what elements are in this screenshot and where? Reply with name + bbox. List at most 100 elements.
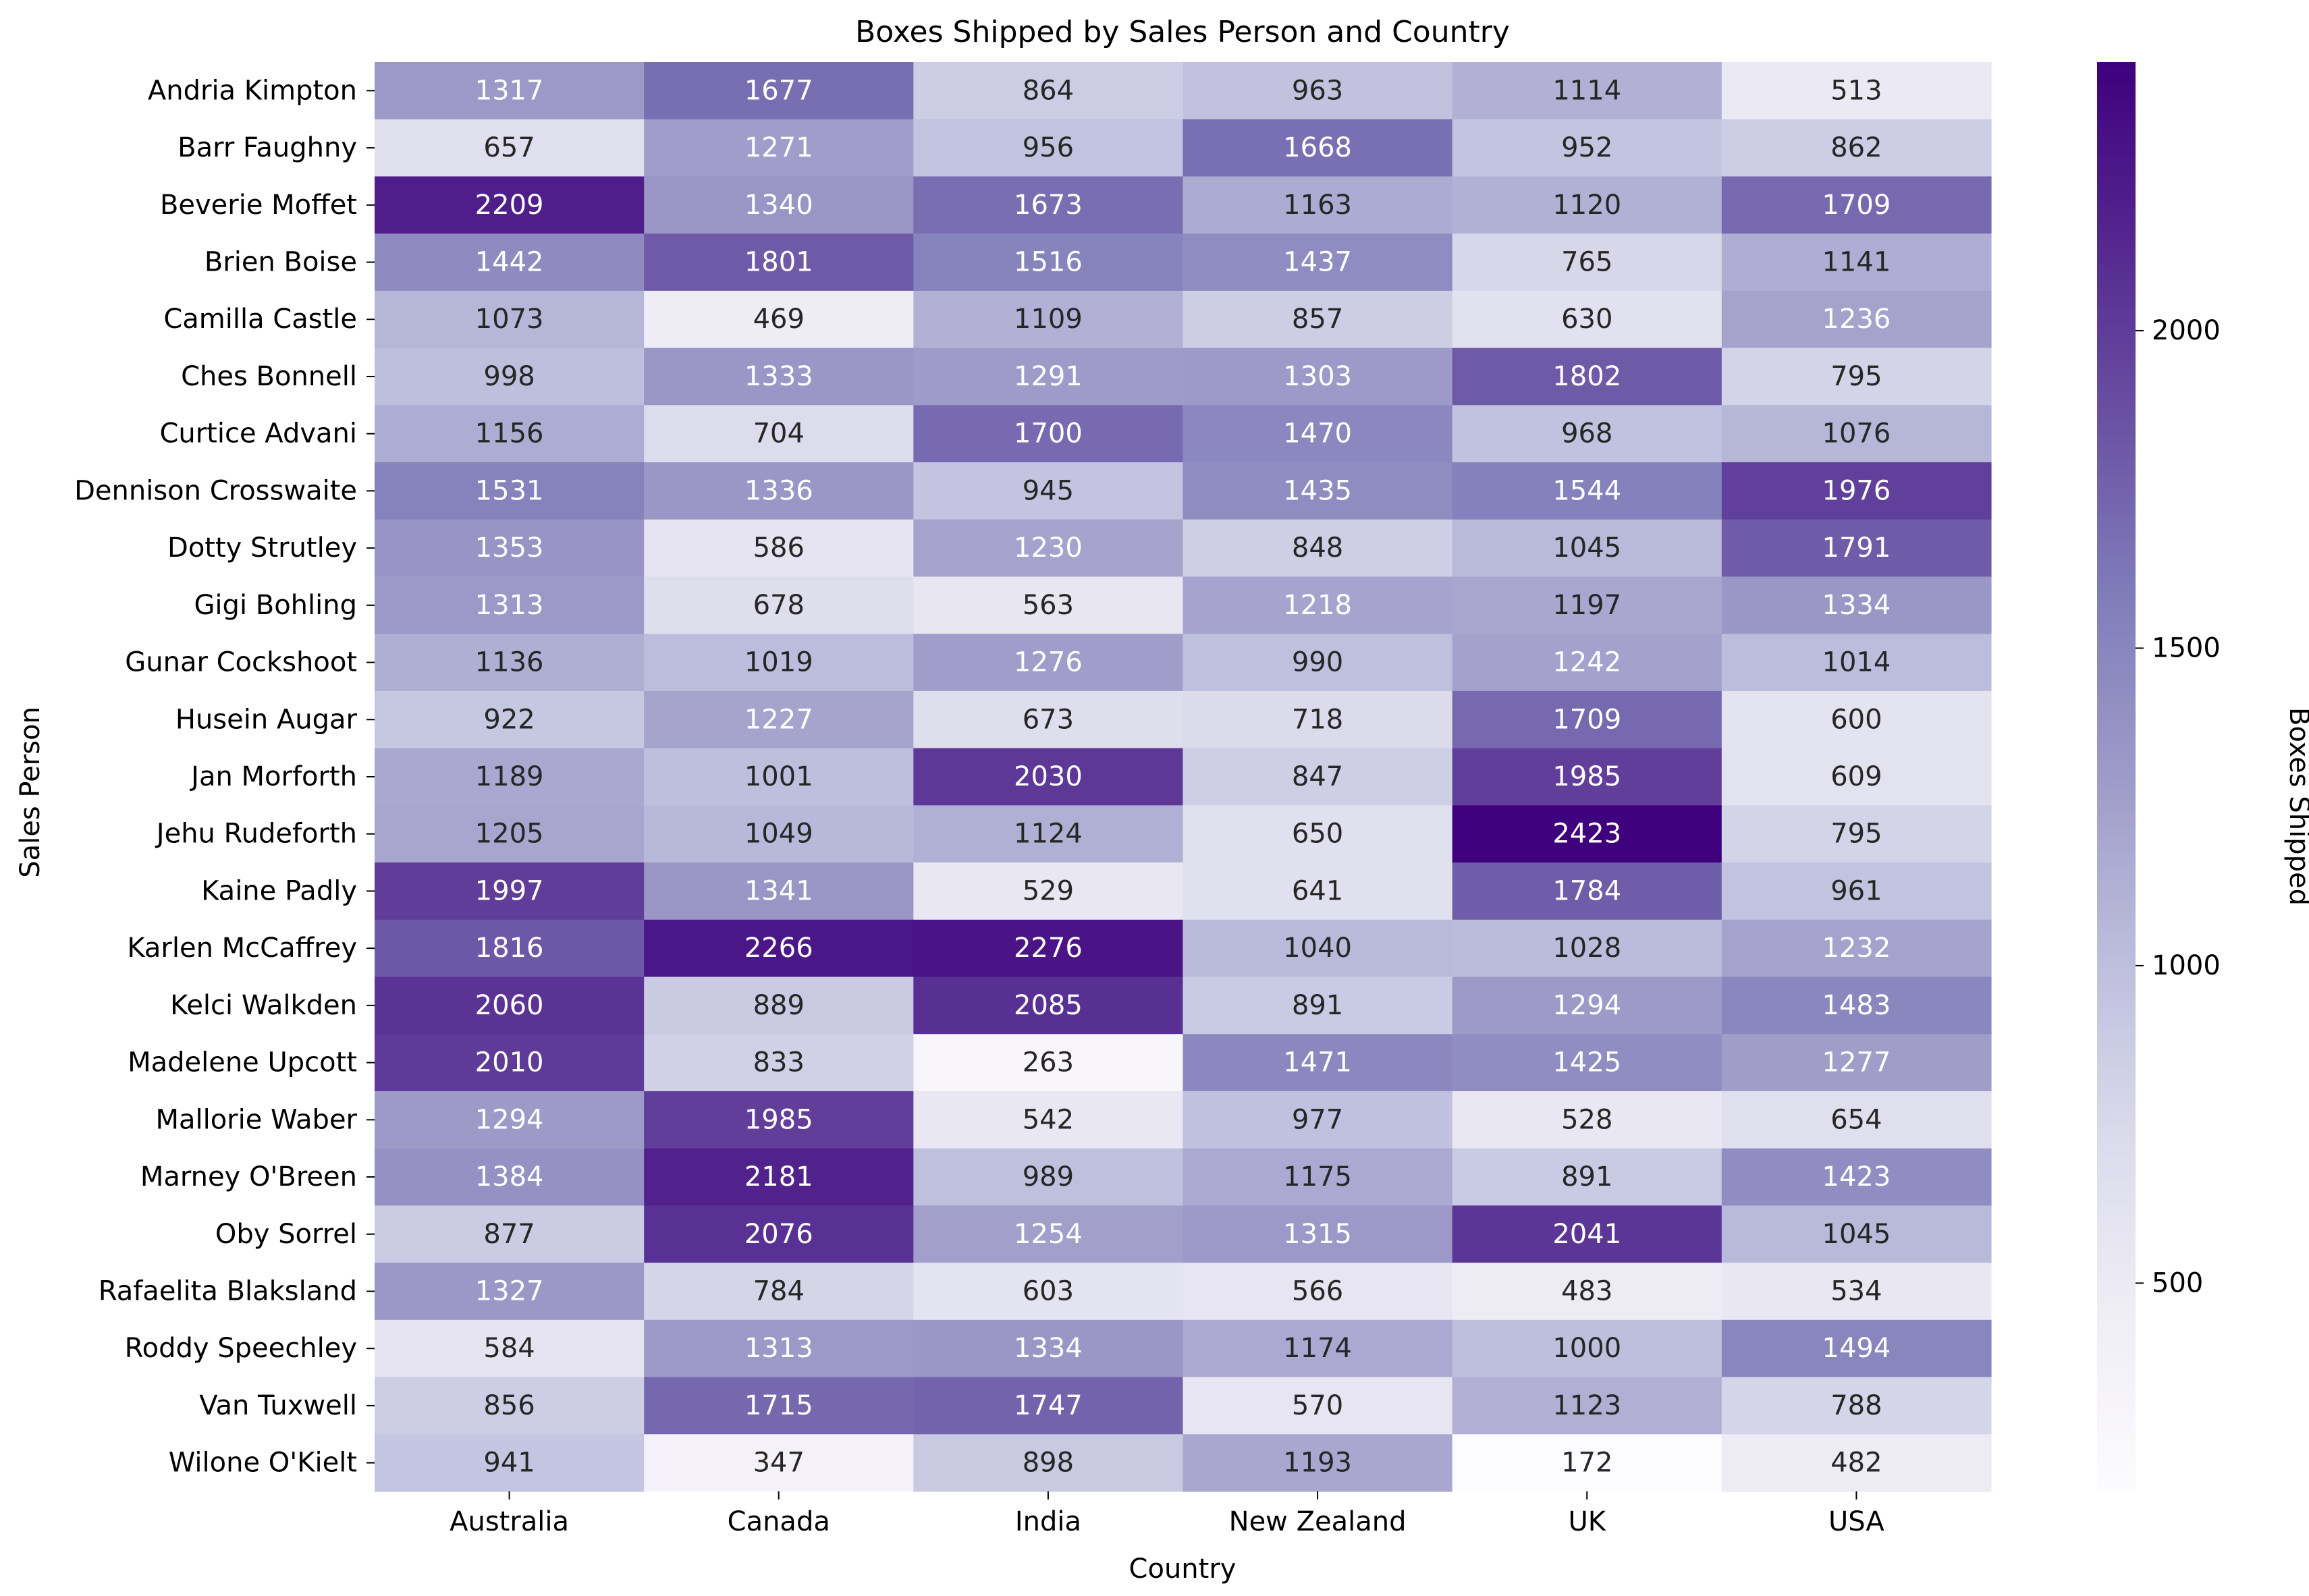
x-tick-label: Canada [728,1506,830,1537]
x-axis-ticks: Australia Canada India New Zealand UK USA [450,1491,1884,1537]
heatmap-cell [644,462,914,520]
cell-value-label: 1120 [1552,190,1621,221]
y-tick-label: Andria Kimpton [148,75,357,106]
y-tick-label: Karlen McCaffrey [127,933,357,964]
cell-value-label: 922 [483,704,535,735]
cell-value-label: 1175 [1283,1161,1352,1192]
cell-value-label: 600 [1830,704,1882,735]
cell-value-label: 1801 [744,247,813,278]
cell-value-label: 1327 [475,1275,544,1306]
heatmap-cell [1183,519,1453,578]
cell-value-label: 704 [753,418,805,449]
heatmap-cell [1183,748,1453,806]
heatmap-cell [644,119,914,177]
cell-value-label: 2010 [475,1047,544,1078]
heatmap-cell [1452,576,1722,634]
heatmap-cell [644,176,914,234]
cell-value-label: 566 [1292,1275,1343,1306]
heatmap-cell [1452,176,1722,234]
cell-value-label: 1471 [1283,1047,1352,1078]
heatmap-cell [1452,919,1722,978]
heatmap-cell [1452,348,1722,406]
cell-value-label: 1045 [1552,532,1621,563]
cell-value-label: 1124 [1014,819,1083,850]
y-tick-label: Kaine Padly [201,875,357,906]
cell-value-label: 1123 [1552,1390,1621,1421]
cell-value-label: 1141 [1822,247,1891,278]
heatmap-cell [1721,919,1992,978]
heatmap-cell [913,1434,1184,1492]
heatmap-cell [1721,748,1992,806]
heatmap-cell [375,805,645,863]
cell-value-label: 877 [483,1219,535,1250]
cell-value-label: 848 [1292,532,1343,563]
heatmap-cell [913,919,1184,978]
cell-value-label: 1236 [1822,304,1891,335]
heatmap-cell [913,1205,1184,1263]
heatmap-cell [644,348,914,406]
heatmap-cell [1183,690,1453,749]
heatmap-cell [1452,805,1722,863]
heatmap-cell [1452,862,1722,920]
heatmap-cell [375,176,645,234]
heatmap-cell [375,576,645,634]
heatmap-cell [1452,119,1722,177]
heatmap-cell [1452,233,1722,292]
heatmap-cell [913,462,1184,520]
x-tick-label: USA [1828,1506,1884,1537]
cell-value-label: 483 [1561,1275,1612,1306]
heatmap-cell [1183,176,1453,234]
y-tick-label: Jan Morforth [189,761,357,792]
heatmap-cell [375,748,645,806]
cell-value-label: 1784 [1552,875,1621,906]
heatmap-cell [375,1148,645,1206]
cell-value-label: 1334 [1822,590,1891,621]
cell-value-label: 1423 [1822,1161,1891,1192]
heatmap-cell [644,233,914,292]
heatmap-cell [913,976,1184,1035]
heatmap-cell [644,690,914,749]
heatmap-cell [913,233,1184,292]
cell-value-label: 1040 [1283,933,1352,964]
cell-value-label: 1483 [1822,990,1891,1021]
cell-value-label: 1470 [1283,418,1352,449]
heatmap-cell [1183,805,1453,863]
cell-value-label: 1294 [475,1104,544,1135]
heatmap-cell [644,1205,914,1263]
colorbar-tick-label: 2000 [2152,315,2221,346]
cell-value-label: 1028 [1552,933,1621,964]
cell-value-label: 1709 [1822,190,1891,221]
cell-value-label: 1997 [475,875,544,906]
y-tick-label: Barr Faughny [178,132,357,163]
cell-value-label: 1700 [1014,418,1083,449]
cell-value-label: 990 [1292,647,1343,678]
heatmap-cell [1183,1263,1453,1321]
heatmap-cell [375,976,645,1035]
y-tick-label: Jehu Rudeforth [155,819,357,850]
heatmap-cell [1721,690,1992,749]
cell-value-label: 513 [1830,75,1882,106]
heatmap-cell [1183,462,1453,520]
heatmap-cell [913,519,1184,578]
colorbar-tick-label: 1000 [2152,950,2221,981]
cell-value-label: 1156 [475,418,544,449]
cell-value-label: 784 [753,1275,805,1306]
heatmap-cell [1452,1205,1722,1263]
heatmap-cell [1721,1434,1992,1492]
cell-value-label: 542 [1023,1104,1074,1135]
heatmap-cell [644,1319,914,1378]
cell-value-label: 1073 [475,304,544,335]
cell-value-label: 1715 [744,1390,813,1421]
cell-value-label: 1109 [1014,304,1083,335]
y-tick-label: Madelene Upcott [128,1047,357,1078]
heatmap-cell [644,976,914,1035]
cell-value-label: 862 [1830,132,1882,163]
heatmap-cell [375,1319,645,1378]
heatmap-cell [1183,634,1453,692]
cell-value-label: 1340 [744,190,813,221]
cell-value-label: 469 [753,304,805,335]
cell-value-label: 795 [1830,361,1882,392]
cell-value-label: 1294 [1552,990,1621,1021]
heatmap-cell [375,348,645,406]
colorbar-label: Boxes Shipped [2283,707,2309,906]
